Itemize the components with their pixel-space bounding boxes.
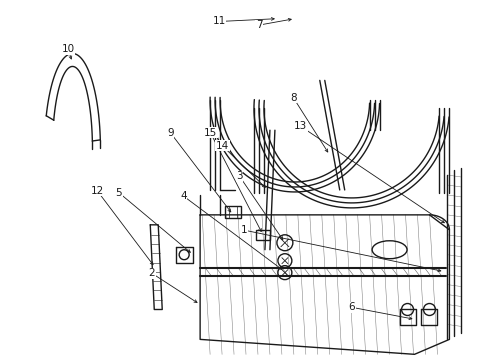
FancyBboxPatch shape: [224, 206, 241, 218]
Text: 14: 14: [216, 141, 229, 151]
Text: 13: 13: [293, 121, 306, 131]
FancyBboxPatch shape: [255, 230, 269, 240]
Text: 9: 9: [167, 128, 173, 138]
Text: 12: 12: [90, 186, 103, 196]
Text: 8: 8: [289, 93, 296, 103]
Text: 15: 15: [203, 128, 217, 138]
Ellipse shape: [371, 241, 406, 259]
Text: 1: 1: [241, 225, 247, 235]
Text: 4: 4: [180, 191, 186, 201]
Text: 10: 10: [61, 44, 74, 54]
Text: 11: 11: [212, 17, 225, 27]
Text: 2: 2: [148, 268, 155, 278]
Text: 7: 7: [255, 20, 262, 30]
Text: 3: 3: [236, 171, 243, 181]
Text: 5: 5: [115, 188, 122, 198]
Text: 6: 6: [348, 302, 354, 312]
